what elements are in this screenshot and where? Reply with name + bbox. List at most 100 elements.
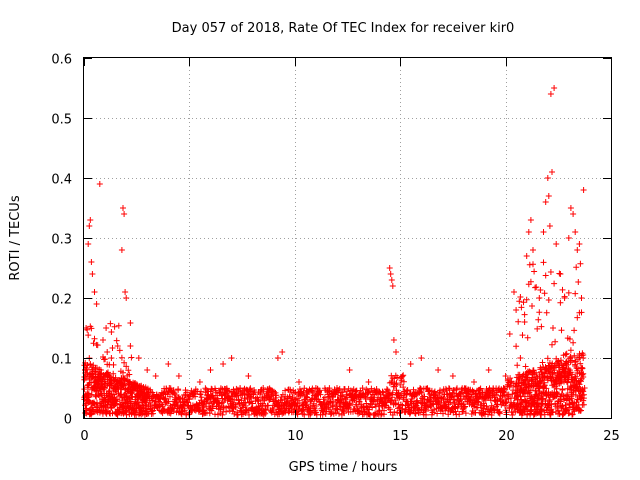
data-point xyxy=(363,386,370,393)
data-point xyxy=(105,372,112,379)
data-point xyxy=(100,337,106,343)
data-point xyxy=(181,407,188,414)
data-point xyxy=(170,408,177,415)
data-point xyxy=(574,314,581,321)
data-point xyxy=(384,387,391,394)
data-point xyxy=(522,363,529,370)
data-point xyxy=(569,371,576,378)
data-point xyxy=(538,323,545,330)
data-point xyxy=(577,360,584,367)
data-point xyxy=(563,406,570,413)
data-point xyxy=(381,411,387,418)
data-point xyxy=(123,295,130,301)
x-tick-label: 15 xyxy=(392,429,409,444)
data-point xyxy=(536,309,543,316)
data-point xyxy=(400,372,407,379)
data-point xyxy=(514,362,521,369)
data-point xyxy=(120,369,126,376)
data-point xyxy=(98,376,105,383)
data-point xyxy=(220,361,227,367)
data-point xyxy=(550,325,556,331)
data-point xyxy=(245,373,252,379)
data-point xyxy=(209,386,216,393)
data-point xyxy=(547,269,554,275)
data-point xyxy=(496,408,503,415)
data-point xyxy=(316,388,322,395)
data-point xyxy=(578,407,584,414)
data-point xyxy=(81,376,88,383)
data-point xyxy=(372,403,379,410)
data-point xyxy=(386,406,393,413)
data-point xyxy=(246,411,252,418)
data-point xyxy=(88,259,95,265)
data-point xyxy=(435,367,442,373)
data-point xyxy=(109,345,116,351)
data-point xyxy=(261,397,268,404)
data-point xyxy=(279,349,286,355)
data-point xyxy=(545,193,552,199)
data-point xyxy=(502,373,509,379)
data-point xyxy=(537,287,544,293)
data-point xyxy=(551,85,558,91)
data-point xyxy=(569,357,575,364)
data-point xyxy=(299,407,306,414)
data-point xyxy=(114,377,121,384)
data-point xyxy=(527,387,534,394)
data-point xyxy=(412,410,419,417)
data-point xyxy=(254,396,261,403)
data-point xyxy=(574,247,581,253)
data-point xyxy=(364,394,370,401)
data-point xyxy=(104,349,111,355)
data-point xyxy=(83,369,90,376)
data-point xyxy=(133,412,140,418)
data-point xyxy=(580,395,587,402)
data-point xyxy=(91,289,98,295)
data-point xyxy=(434,394,441,401)
x-tick-label: 25 xyxy=(603,429,620,444)
data-point xyxy=(110,391,117,398)
data-point xyxy=(273,392,280,399)
data-point xyxy=(462,410,469,417)
data-point xyxy=(346,367,353,373)
data-point xyxy=(308,396,315,403)
data-point xyxy=(404,387,411,393)
data-point xyxy=(565,289,572,296)
data-point xyxy=(485,367,492,373)
data-point xyxy=(121,359,128,366)
data-point xyxy=(167,393,173,400)
data-point xyxy=(423,408,429,414)
data-point xyxy=(502,402,508,409)
data-point xyxy=(247,385,254,392)
data-point xyxy=(207,367,214,373)
data-point xyxy=(559,387,566,393)
data-point xyxy=(165,361,172,367)
data-point xyxy=(527,217,534,223)
data-point xyxy=(89,374,96,380)
data-point xyxy=(456,411,463,418)
data-point xyxy=(569,411,576,418)
data-point xyxy=(557,299,564,306)
data-point xyxy=(540,259,547,266)
data-point xyxy=(108,355,115,361)
data-point xyxy=(386,265,393,271)
data-point xyxy=(509,412,516,418)
data-point xyxy=(578,295,585,301)
data-point xyxy=(556,380,563,387)
data-point xyxy=(160,407,167,414)
data-point xyxy=(120,205,126,211)
data-point xyxy=(317,391,324,398)
data-point xyxy=(330,403,337,410)
data-point xyxy=(543,309,550,316)
data-point xyxy=(558,327,565,334)
data-point xyxy=(414,397,421,404)
data-point xyxy=(576,241,583,247)
data-point xyxy=(521,319,528,325)
data-point xyxy=(108,329,115,335)
data-point xyxy=(85,241,92,247)
data-point xyxy=(407,361,414,367)
data-point xyxy=(206,410,213,417)
data-point xyxy=(118,354,125,361)
data-point xyxy=(545,297,552,303)
data-point xyxy=(449,373,456,379)
data-point xyxy=(580,187,587,193)
